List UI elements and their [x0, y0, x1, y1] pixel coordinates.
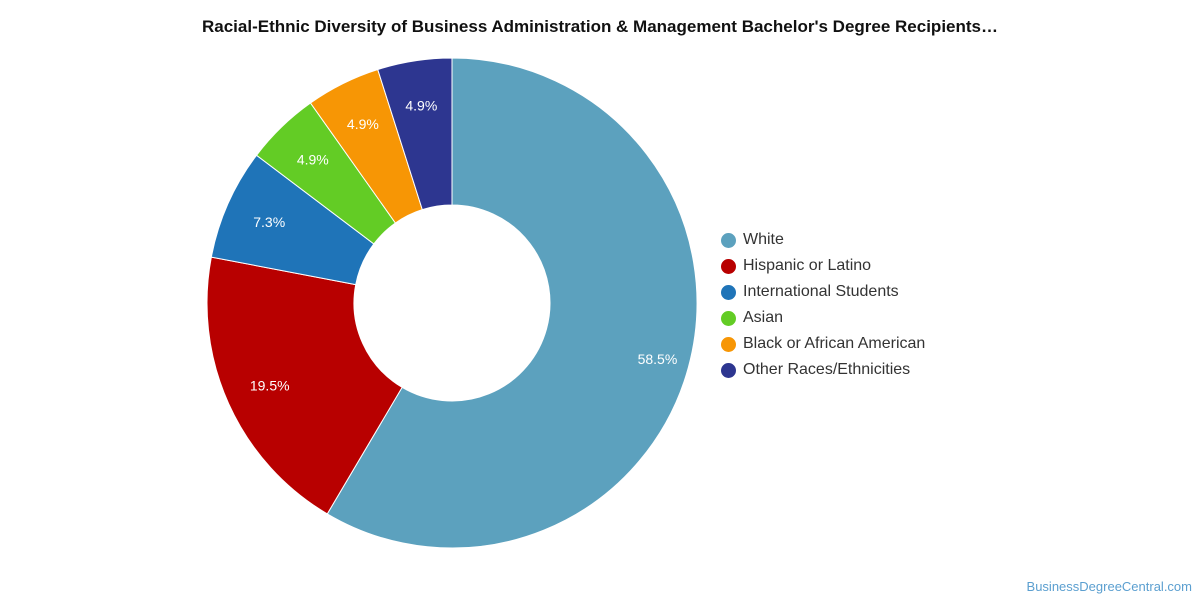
legend-item-hispanic-or-latino[interactable]: Hispanic or Latino: [721, 253, 925, 279]
legend-item-other-races-ethnicities[interactable]: Other Races/Ethnicities: [721, 357, 925, 383]
chart-title: Racial-Ethnic Diversity of Business Admi…: [201, 17, 998, 36]
legend-swatch-hispanic-or-latino: [721, 258, 736, 274]
source-credit[interactable]: BusinessDegreeCentral.com: [1026, 579, 1192, 594]
slice-other-races-ethnicities[interactable]: [377, 57, 453, 211]
legend-swatch-black-or-african-american: [721, 336, 736, 352]
legend-label: White: [743, 231, 784, 248]
slice-label-white: 58.5%: [638, 351, 678, 367]
legend-swatch-international-students: [721, 284, 736, 300]
legend-item-international-students[interactable]: International Students: [721, 279, 925, 305]
legend-label: Asian: [743, 309, 784, 326]
legend-item-white[interactable]: White: [721, 227, 925, 253]
legend-label: Other Races/Ethnicities: [743, 361, 911, 378]
legend-swatch-white: [721, 232, 736, 248]
legend-label: Hispanic or Latino: [743, 257, 872, 274]
legend-swatch-other-races-ethnicities: [721, 362, 736, 378]
slice-label-international-students: 7.3%: [253, 214, 285, 230]
legend-label: International Students: [743, 283, 899, 300]
slice-label-other-races-ethnicities: 4.9%: [405, 97, 437, 113]
legend-swatch-asian: [721, 310, 736, 326]
slice-white[interactable]: [326, 57, 698, 549]
legend-item-black-or-african-american[interactable]: Black or African American: [721, 331, 925, 357]
slice-label-hispanic-or-latino: 19.5%: [250, 377, 290, 393]
legend-item-asian[interactable]: Asian: [721, 305, 925, 331]
slice-hispanic-or-latino[interactable]: [206, 256, 403, 515]
chart-legend: White Hispanic or Latino International Stu…: [721, 227, 925, 383]
legend-label: Black or African American: [743, 335, 926, 352]
slice-label-black-or-african-american: 4.9%: [347, 116, 379, 132]
slice-label-asian: 4.9%: [297, 151, 329, 167]
